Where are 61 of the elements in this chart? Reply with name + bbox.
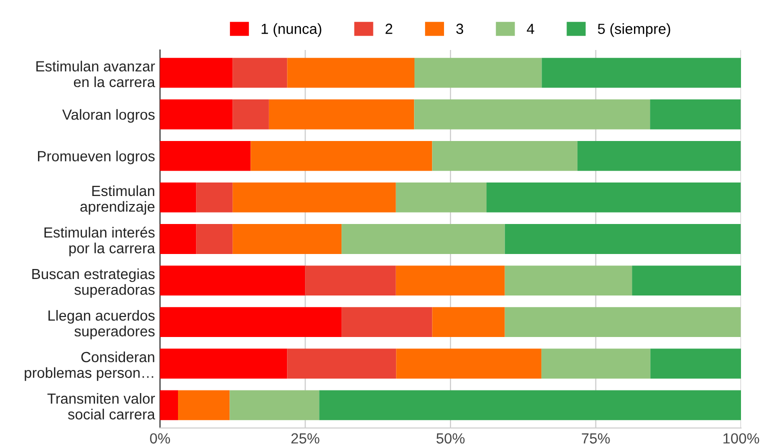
- bar: [160, 266, 306, 296]
- bar: [305, 266, 396, 296]
- y-tick-label: Promueven logros: [38, 150, 155, 164]
- bar: [319, 390, 741, 420]
- bar: [160, 390, 178, 420]
- bar: [504, 224, 741, 254]
- y-tick-label: Buscan estrategias superadoras: [32, 268, 155, 298]
- legend-label: 1 (nunca): [262, 23, 322, 37]
- bar: [250, 140, 432, 171]
- bar: [342, 307, 432, 338]
- x-tick-label: 75%: [582, 433, 610, 444]
- bar: [650, 99, 741, 130]
- bar: [196, 224, 233, 254]
- bar: [230, 390, 320, 420]
- bar: [287, 58, 414, 88]
- y-tick-label: Valoran logros: [62, 109, 155, 123]
- x-tick-label: 100%: [723, 433, 760, 444]
- bar: [160, 58, 233, 88]
- bar: [160, 182, 196, 212]
- bar: [160, 307, 342, 338]
- bar: [396, 182, 487, 212]
- x-tick-label: 0%: [150, 433, 170, 444]
- bar: [342, 224, 505, 254]
- bar: [232, 58, 288, 88]
- bar: [414, 99, 650, 130]
- bar: [650, 348, 741, 379]
- bar: [287, 348, 396, 379]
- y-tick-label: Llegan acuerdos superadores: [48, 310, 155, 340]
- bar: [577, 140, 741, 171]
- bar: [268, 99, 414, 130]
- bar: [160, 224, 196, 254]
- bar: [160, 348, 288, 379]
- bar: [432, 140, 578, 171]
- bar: [504, 266, 632, 296]
- x-tick-label: 50%: [436, 433, 465, 444]
- y-tick-label: Estimulan avanzar en la carrera: [36, 60, 156, 88]
- bar: [196, 182, 233, 212]
- bar: [432, 307, 505, 338]
- bar: [632, 266, 741, 296]
- y-tick-label: Estimulan aprendizaje: [80, 185, 154, 215]
- bar: [541, 348, 650, 379]
- y-tick-label: Consideran problemas person…: [24, 352, 154, 381]
- bar: [396, 266, 505, 296]
- bar: [160, 140, 251, 171]
- bar: [414, 58, 542, 88]
- bar: [232, 182, 396, 212]
- bar: [542, 58, 741, 88]
- bar: [160, 99, 233, 130]
- bar: [178, 390, 230, 420]
- legend-label: 5 (siempre): [598, 23, 670, 37]
- legend-label: 4: [526, 24, 534, 34]
- bar: [232, 224, 342, 254]
- x-tick-label: 25%: [291, 433, 320, 444]
- bar: [504, 307, 741, 338]
- y-tick-label: Transmiten valor social carrera: [47, 393, 156, 420]
- bar: [232, 99, 269, 130]
- legend-label: 2: [386, 24, 392, 34]
- legend-label: 3: [456, 24, 464, 34]
- bar: [396, 348, 542, 379]
- y-tick-label: Estimulan interés por la carrera: [44, 226, 156, 256]
- bar: [486, 182, 741, 212]
